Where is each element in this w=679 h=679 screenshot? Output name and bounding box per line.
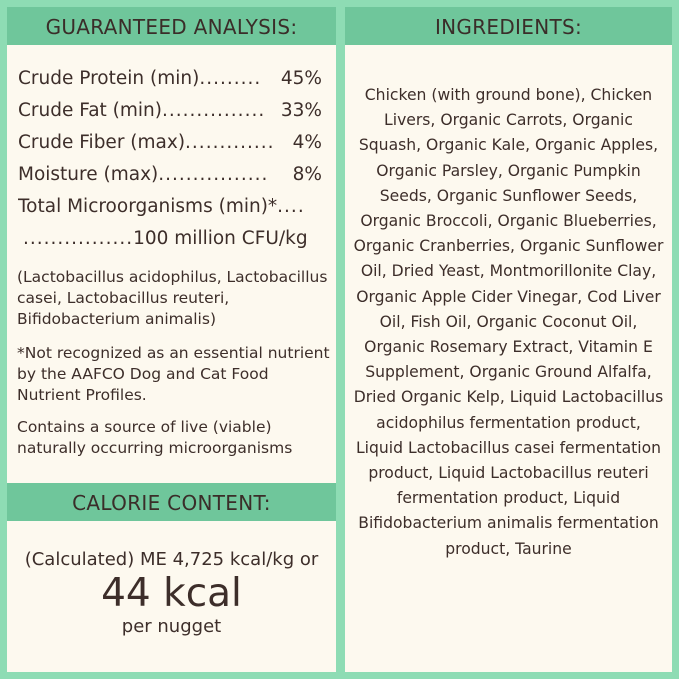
leader-dots: .... <box>277 196 305 217</box>
analysis-row: Crude Fiber (max)............. 4% <box>18 132 322 153</box>
leader-dots: ......... <box>199 68 262 89</box>
row-value: 8% <box>292 164 322 185</box>
ingredients-title: INGREDIENTS: <box>345 7 672 45</box>
analysis-row: Total Microorganisms (min)*.... <box>18 196 322 217</box>
row-value: 100 million CFU/kg <box>133 228 308 249</box>
leader-dots: ............... <box>162 100 266 121</box>
row-value: 4% <box>292 132 322 153</box>
row-label: Total Microorganisms (min)* <box>18 196 278 217</box>
row-label: Crude Protein (min) <box>18 68 200 89</box>
analysis-row: Moisture (max) ................ 8% <box>18 164 322 185</box>
leader-dots: ................ <box>23 228 134 249</box>
aafco-footnote: *Not recognized as an essential nutrient… <box>17 344 330 404</box>
leader-dots: ................ <box>158 164 269 185</box>
analysis-row: Crude Fat (min)............... 33% <box>18 100 322 121</box>
row-label: Crude Fat (min) <box>18 100 162 121</box>
ingredients-panel: INGREDIENTS: Chicken (with ground bone),… <box>345 7 672 672</box>
guaranteed-analysis-panel: GUARANTEED ANALYSIS: Crude Protein (min)… <box>7 7 336 672</box>
calorie-content-title: CALORIE CONTENT: <box>7 483 336 521</box>
ingredients-list: Chicken (with ground bone), Chicken Live… <box>353 86 664 558</box>
row-label: Crude Fiber (max) <box>18 132 186 153</box>
row-value: 45% <box>280 68 322 89</box>
analysis-row: ................ 100 million CFU/kg <box>23 228 322 249</box>
analysis-row: Crude Protein (min)......... 45% <box>18 68 322 89</box>
calorie-me: (Calculated) ME 4,725 kcal/kg or <box>24 549 319 570</box>
live-microorganisms-note: Contains a source of live (viable) natur… <box>17 418 293 457</box>
leader-dots: ............. <box>185 132 275 153</box>
calorie-content: (Calculated) ME 4,725 kcal/kg or 44 kcal… <box>7 549 336 637</box>
calorie-per-nugget-value: 44 kcal <box>101 571 242 616</box>
strains-note: (Lactobacillus acidophilus, Lactobacillu… <box>17 268 328 328</box>
row-label: Moisture (max) <box>18 164 159 185</box>
guaranteed-analysis-title: GUARANTEED ANALYSIS: <box>7 7 336 45</box>
row-value: 33% <box>280 100 322 121</box>
calorie-per-nugget-label: per nugget <box>121 616 222 637</box>
